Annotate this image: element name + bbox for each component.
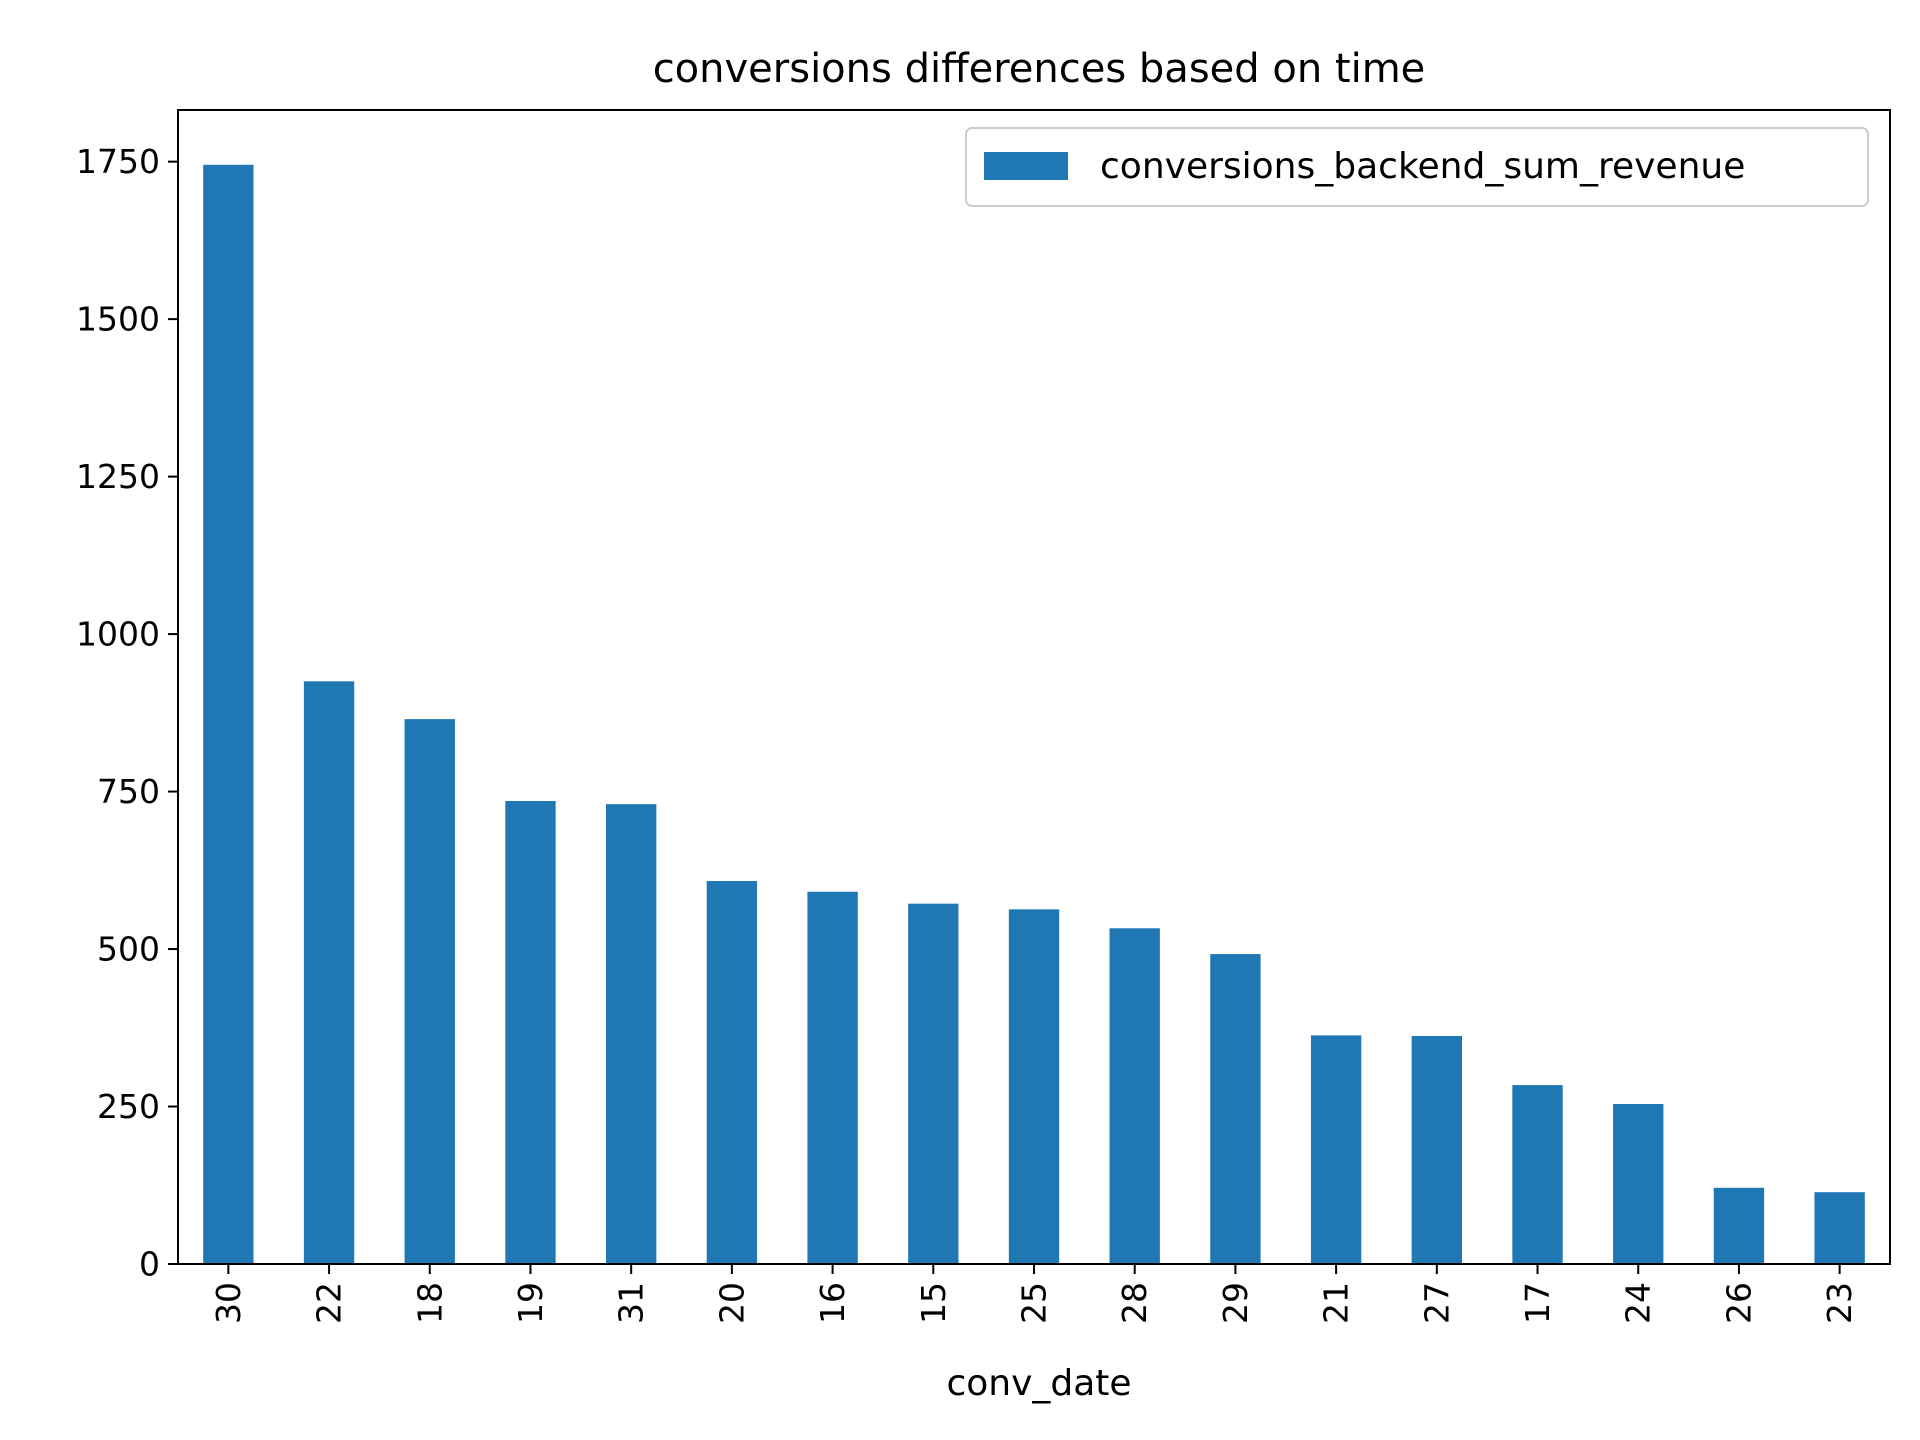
y-tick-label: 0: [139, 1245, 160, 1284]
plot-frame: [177, 109, 1891, 1265]
bar-20: [706, 881, 758, 1264]
y-tick-label: 750: [97, 772, 160, 811]
legend: conversions_backend_sum_revenue: [965, 127, 1869, 207]
x-tick-label: 18: [410, 1282, 449, 1324]
y-tick-label: 250: [97, 1087, 160, 1126]
bars-group: [203, 164, 1865, 1265]
bar-18: [404, 719, 455, 1264]
bar-29: [1210, 954, 1261, 1264]
bar-28: [1109, 928, 1160, 1264]
y-tick-label: 500: [97, 930, 160, 969]
x-tick-label: 28: [1115, 1282, 1154, 1324]
x-tick-label: 31: [612, 1282, 651, 1324]
legend-label: conversions_backend_sum_revenue: [1100, 146, 1745, 187]
bar-27: [1411, 1035, 1462, 1264]
bar-25: [1008, 909, 1060, 1264]
bar-26: [1713, 1187, 1765, 1264]
x-axis-label: conv_date: [946, 1363, 1131, 1404]
x-tick-label: 27: [1417, 1282, 1456, 1324]
x-tick-label: 20: [712, 1282, 751, 1324]
x-tick-label: 29: [1216, 1282, 1255, 1324]
x-tick-label: 16: [813, 1282, 852, 1324]
y-tick-label: 1750: [76, 142, 160, 181]
y-tick-label: 1500: [76, 300, 160, 339]
legend-box: [965, 127, 1869, 207]
x-tick-label: 17: [1518, 1282, 1557, 1324]
x-tick-label: 22: [310, 1282, 349, 1324]
x-tick-label: 21: [1317, 1282, 1356, 1324]
y-axis-ticks: 0 250 500 750 1000 1250 1500 1750: [76, 142, 178, 1284]
x-tick-label: 15: [914, 1282, 953, 1324]
x-tick-label: 25: [1015, 1282, 1054, 1324]
bar-24: [1613, 1104, 1664, 1264]
bar-21: [1310, 1035, 1362, 1264]
chart-title: conversions differences based on time: [653, 46, 1426, 92]
bar-22: [303, 681, 355, 1264]
x-tick-label: 24: [1619, 1282, 1658, 1324]
legend-swatch: [984, 152, 1068, 180]
x-axis-ticks: 30 22 18 19 31 20 16 15 25 28 29 21 27 17 24 26 23: [209, 1264, 1859, 1324]
x-tick-label: 26: [1719, 1282, 1758, 1324]
bar-31: [606, 804, 657, 1264]
y-tick-label: 1000: [76, 615, 160, 654]
bar-15: [908, 903, 959, 1264]
bar-30: [203, 164, 254, 1265]
bar-16: [807, 891, 858, 1264]
bar-23: [1814, 1192, 1865, 1264]
bar-17: [1512, 1085, 1563, 1264]
x-tick-label: 30: [209, 1282, 248, 1324]
x-tick-label: 19: [511, 1282, 550, 1324]
y-tick-label: 1250: [76, 457, 160, 496]
x-tick-label: 23: [1820, 1282, 1859, 1324]
bar-19: [505, 801, 556, 1264]
